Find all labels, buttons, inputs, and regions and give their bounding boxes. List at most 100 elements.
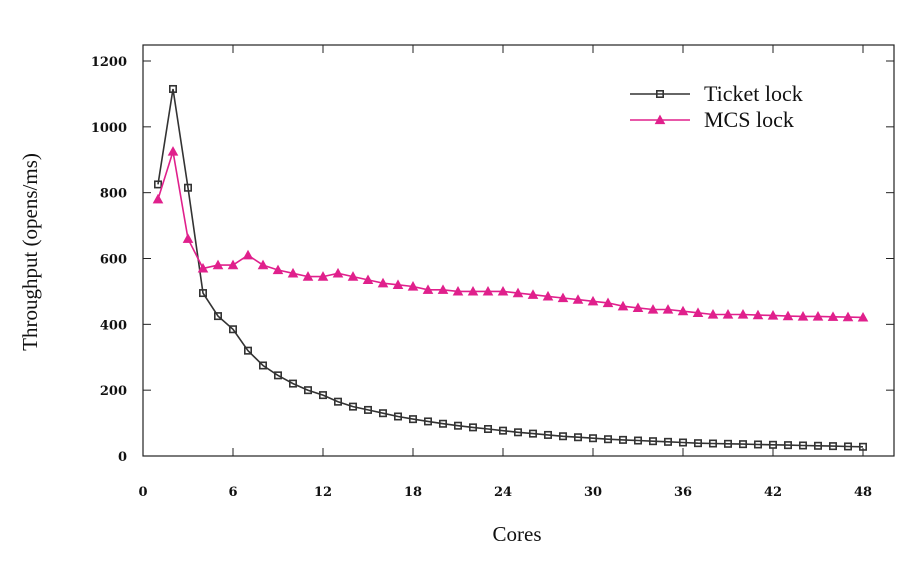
data-point <box>423 417 432 426</box>
y-tick-label: 600 <box>100 253 127 268</box>
series-2 <box>152 146 869 322</box>
data-point <box>498 426 507 435</box>
data-point <box>513 428 522 437</box>
data-point <box>633 436 642 445</box>
data-point <box>393 412 402 421</box>
data-point <box>332 267 344 278</box>
data-point <box>603 435 612 444</box>
data-point <box>318 391 327 400</box>
axis-ticks <box>142 45 894 457</box>
data-point <box>167 146 179 156</box>
data-point <box>662 304 674 314</box>
data-point <box>692 307 704 317</box>
data-point <box>152 193 164 204</box>
data-point <box>722 309 734 319</box>
x-tick-label: 6 <box>228 485 237 500</box>
data-point <box>842 311 854 322</box>
data-point <box>408 415 417 424</box>
data-point <box>214 312 223 321</box>
data-point <box>273 371 282 380</box>
data-point <box>752 309 764 320</box>
data-point <box>377 277 389 288</box>
data-point <box>453 421 462 430</box>
plot-border <box>142 44 895 457</box>
data-point <box>857 312 869 322</box>
data-point <box>244 346 253 355</box>
data-point <box>467 285 479 296</box>
x-tick-label: 30 <box>584 485 602 500</box>
x-tick-labels: 0 6 12 18 24 30 36 42 48 <box>138 485 872 500</box>
data-point <box>618 435 627 444</box>
data-point <box>182 233 194 243</box>
y-tick-label: 1200 <box>91 55 127 70</box>
data-point <box>362 274 374 285</box>
y-tick-label: 1000 <box>91 121 127 136</box>
data-point <box>782 310 794 321</box>
plot-frame <box>142 44 895 457</box>
data-point <box>768 440 777 449</box>
data-point <box>363 405 372 414</box>
data-point <box>407 281 419 291</box>
y-axis-title: Throughput (opens/ms) <box>18 153 42 351</box>
y-tick-labels: 0 200 400 600 800 1000 1200 <box>91 55 127 465</box>
data-point <box>783 441 792 450</box>
data-point <box>257 259 269 270</box>
data-point <box>199 289 208 298</box>
legend-marker <box>655 90 664 99</box>
data-point <box>184 183 193 192</box>
legend-item-2: MCS lock <box>630 107 794 132</box>
y-tick-label: 400 <box>100 318 127 333</box>
data-point <box>348 402 357 411</box>
data-point <box>438 419 447 428</box>
data-point <box>229 325 238 334</box>
data-point <box>693 439 702 448</box>
data-point <box>392 279 404 289</box>
data-point <box>482 285 494 296</box>
data-point <box>647 304 659 314</box>
x-tick-label: 24 <box>494 485 512 500</box>
data-point <box>437 284 449 294</box>
y-tick-label: 0 <box>118 450 127 465</box>
data-point <box>632 302 644 313</box>
data-point <box>813 441 822 450</box>
data-point <box>707 309 719 319</box>
data-point <box>197 262 209 273</box>
data-point <box>542 290 554 301</box>
data-point <box>557 292 569 303</box>
data-point <box>797 311 809 321</box>
data-point <box>483 425 492 434</box>
data-point <box>558 432 567 441</box>
data-point <box>242 249 254 260</box>
x-tick-label: 48 <box>854 485 872 500</box>
y-tick-label: 800 <box>100 187 127 202</box>
data-point <box>512 287 524 298</box>
data-point <box>738 440 747 449</box>
series-lines <box>152 84 869 451</box>
data-point <box>169 84 178 93</box>
data-point <box>663 437 672 446</box>
data-point <box>828 442 837 451</box>
legend-marker <box>654 114 666 125</box>
x-tick-label: 18 <box>404 485 422 500</box>
data-point <box>154 180 163 189</box>
data-point <box>497 285 509 296</box>
data-point <box>723 439 732 448</box>
data-point <box>303 386 312 395</box>
data-point <box>452 285 464 296</box>
data-point <box>543 430 552 439</box>
x-tick-label: 42 <box>764 485 782 500</box>
data-point <box>288 379 297 388</box>
data-point <box>227 259 239 270</box>
data-point <box>287 267 299 278</box>
data-point <box>753 440 762 449</box>
legend-item-1: Ticket lock <box>630 81 803 106</box>
data-point <box>678 438 687 447</box>
y-tick-label: 200 <box>100 384 127 399</box>
x-axis-title: Cores <box>493 522 542 546</box>
data-point <box>798 441 807 450</box>
data-point <box>317 271 329 281</box>
x-tick-label: 36 <box>674 485 692 500</box>
data-point <box>588 434 597 443</box>
